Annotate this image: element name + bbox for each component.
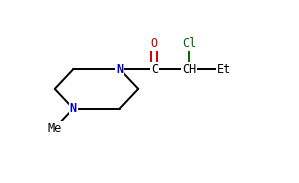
Text: CH: CH xyxy=(182,63,196,76)
Text: Et: Et xyxy=(217,63,231,76)
Text: N: N xyxy=(116,63,123,76)
Text: Cl: Cl xyxy=(182,37,196,50)
Text: N: N xyxy=(70,102,77,115)
Text: Me: Me xyxy=(48,122,62,135)
Text: O: O xyxy=(151,37,158,50)
Text: C: C xyxy=(151,63,158,76)
